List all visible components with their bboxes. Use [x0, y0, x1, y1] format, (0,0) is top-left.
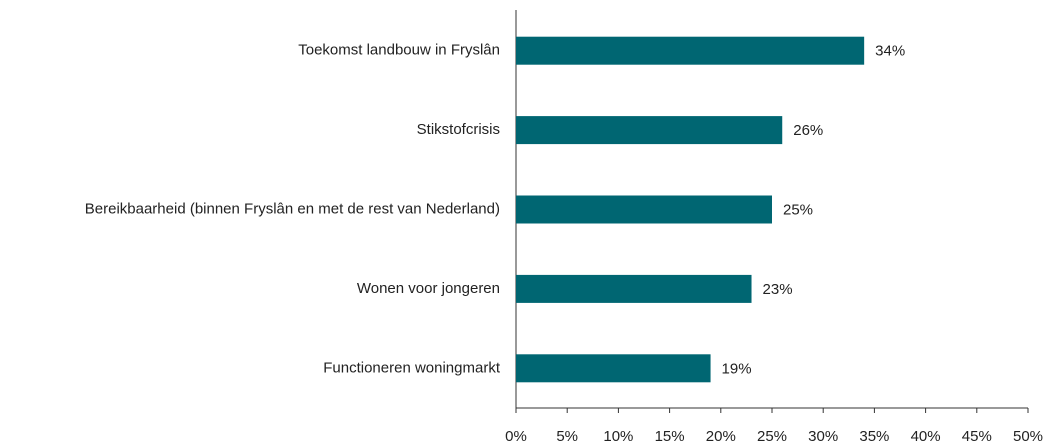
y-tick-label: Bereikbaarheid (binnen Fryslân en met de… — [85, 200, 500, 217]
bar — [516, 116, 783, 145]
x-tick-label: 45% — [962, 428, 992, 444]
bar — [516, 195, 772, 224]
bar — [516, 36, 865, 65]
x-tick-label: 35% — [859, 428, 889, 444]
y-tick-label: Toekomst landbouw in Fryslân — [298, 42, 500, 59]
x-tick-label: 5% — [556, 428, 578, 444]
data-label: 34% — [875, 43, 905, 60]
bar — [516, 354, 711, 383]
bar — [516, 274, 752, 303]
data-label: 23% — [763, 281, 793, 298]
x-tick-label: 30% — [808, 428, 838, 444]
x-tick-label: 50% — [1013, 428, 1043, 444]
x-tick-label: 0% — [505, 428, 527, 444]
x-tick-label: 20% — [706, 428, 736, 444]
x-tick-label: 25% — [757, 428, 787, 444]
data-label: 19% — [722, 360, 752, 377]
x-tick-label: 15% — [655, 428, 685, 444]
y-tick-label: Functioneren woningmarkt — [323, 359, 501, 376]
data-label: 26% — [793, 122, 823, 139]
y-tick-label: Stikstofcrisis — [417, 121, 500, 138]
data-label: 25% — [783, 201, 813, 218]
y-tick-label: Wonen voor jongeren — [357, 280, 500, 297]
x-tick-label: 10% — [603, 428, 633, 444]
x-tick-label: 40% — [911, 428, 941, 444]
